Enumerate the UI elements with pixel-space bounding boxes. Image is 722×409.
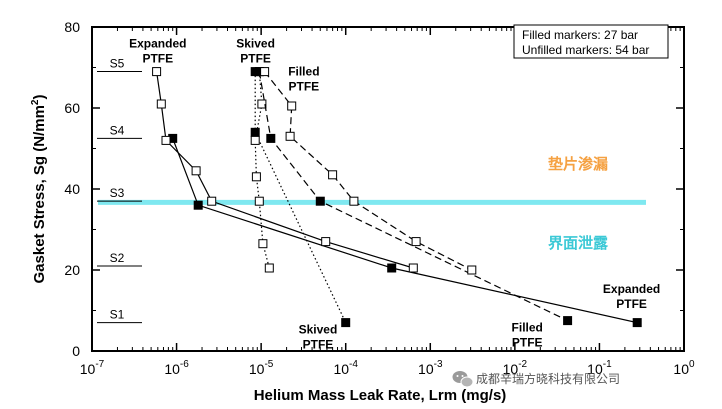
open-marker	[287, 101, 297, 111]
open-marker	[156, 99, 166, 109]
stress-level-label-s5: S5	[110, 57, 125, 71]
open-marker	[285, 131, 295, 141]
annotation-skived-bottom: Skived PTFE	[299, 323, 338, 352]
open-marker	[260, 67, 270, 77]
filled-marker	[341, 318, 351, 328]
x-tick-label: 10-4	[333, 359, 358, 377]
x-tick-label: 10-5	[249, 359, 274, 377]
series-1	[152, 67, 418, 273]
stress-level-label-s2: S2	[110, 251, 125, 265]
y-tick-label: 40	[64, 181, 80, 197]
open-marker	[264, 263, 274, 273]
open-marker	[250, 135, 260, 145]
stress-level-label-s4: S4	[110, 123, 125, 137]
region-label-interface-leak: 界面泄露	[548, 234, 609, 252]
legend: Filled markers: 27 bar Unfilled markers:…	[513, 24, 669, 59]
x-tick-label: 100	[673, 359, 695, 377]
stress-level-label-s1: S1	[110, 308, 125, 322]
open-marker	[251, 172, 261, 182]
legend-filled-text: Filled markers: 27 bar	[522, 28, 638, 42]
x-tick-label: 10-2	[503, 359, 528, 377]
y-tick-label: 80	[64, 19, 80, 35]
x-tick-label: 10-1	[587, 359, 612, 377]
y-tick-label: 20	[64, 262, 80, 278]
legend-box	[513, 24, 669, 59]
series-line	[254, 71, 347, 323]
series-line	[264, 71, 473, 271]
watermark-text: 成都辛瑞方晓科技有限公司	[476, 371, 620, 386]
y-axis-title: Gasket Stress, Sg (N/mm2)	[30, 95, 48, 284]
x-axis-title: Helium Mass Leak Rate, Lrm (mg/s)	[254, 387, 507, 404]
filled-marker	[315, 196, 325, 206]
filled-marker	[266, 133, 276, 143]
wechat-icon	[452, 371, 474, 388]
open-marker	[257, 99, 267, 109]
filled-marker	[387, 263, 397, 273]
legend-unfilled-text: Unfilled markers: 54 bar	[522, 43, 649, 57]
open-marker	[349, 196, 359, 206]
region-label-gasket-leak: 垫片渗漏	[548, 155, 608, 173]
filled-marker	[632, 318, 642, 328]
open-marker	[258, 239, 268, 249]
x-tick-label: 10-3	[418, 359, 443, 377]
filled-marker	[250, 127, 260, 137]
open-marker	[152, 67, 162, 77]
open-marker	[328, 170, 338, 180]
series-4	[254, 67, 573, 326]
filled-marker	[563, 316, 573, 326]
y-tick-label: 0	[72, 343, 80, 359]
annotation-skived-top: Skived PTFE	[236, 36, 275, 65]
filled-marker	[193, 200, 203, 210]
y-tick-label: 60	[64, 100, 80, 116]
annotation-filled-top: Filled PTFE	[288, 65, 319, 94]
annotation-expanded-top: Expanded PTFE	[129, 36, 186, 65]
open-marker	[408, 263, 418, 273]
stress-level-label-s3: S3	[110, 186, 125, 200]
series-3	[250, 67, 274, 273]
x-tick-label: 10-6	[164, 359, 189, 377]
annotation-expanded-bottom: Expanded PTFE	[603, 282, 660, 311]
open-marker	[254, 196, 264, 206]
open-marker	[161, 135, 171, 145]
series-5	[260, 67, 477, 275]
annotation-filled-bottom: Filled PTFE	[512, 321, 543, 350]
open-marker	[191, 166, 201, 176]
open-marker	[321, 237, 331, 247]
open-marker	[411, 237, 421, 247]
open-marker	[207, 196, 217, 206]
series-line	[258, 71, 568, 322]
svg-text:Gasket Stress, Sg (N/mm2): Gasket Stress, Sg (N/mm2)	[30, 95, 48, 284]
watermark: 成都辛瑞方晓科技有限公司	[452, 371, 620, 388]
open-marker	[467, 265, 477, 275]
plot-frame	[91, 26, 685, 352]
x-tick-label: 10-7	[80, 359, 105, 377]
